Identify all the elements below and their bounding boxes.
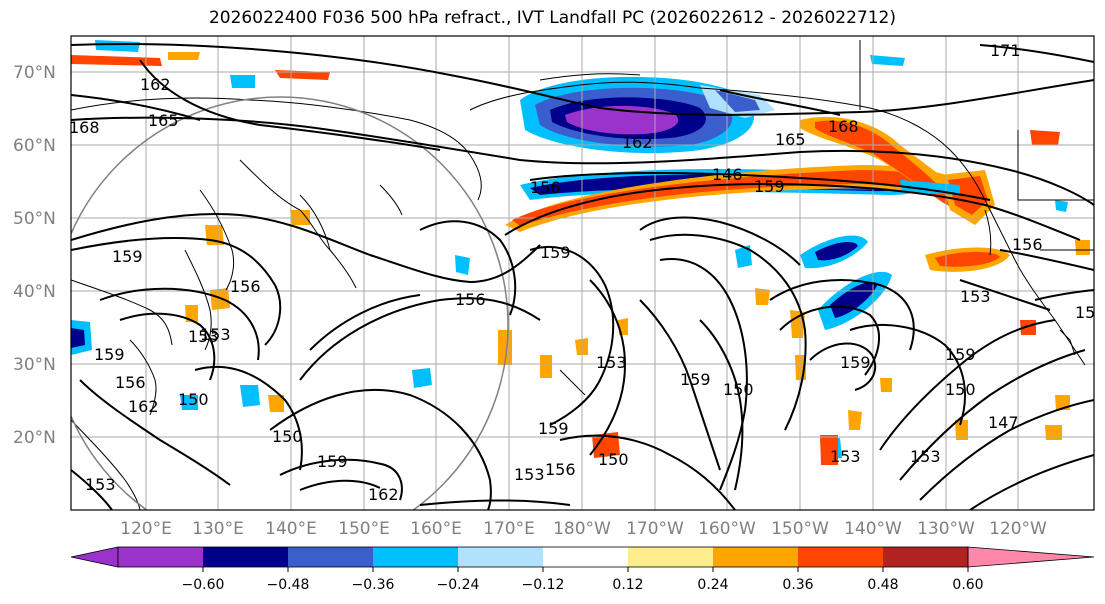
contour-label: 153 xyxy=(85,475,116,494)
colorbar-tick-label: 0.60 xyxy=(952,577,983,593)
contour-label: 146 xyxy=(712,165,743,184)
colorbar-segment xyxy=(118,547,203,567)
lon-label-180w: 180°W xyxy=(553,519,611,539)
contour-label: 150 xyxy=(723,380,754,399)
contour-label: 156 xyxy=(455,290,486,309)
colorbar-min-extension xyxy=(70,546,119,568)
lon-label-150e: 150°E xyxy=(338,519,390,539)
negative-anomaly-north-pacific xyxy=(520,76,775,154)
lon-label-170w: 170°W xyxy=(626,519,684,539)
colorbar-segment xyxy=(458,547,543,567)
latitude-labels: 70°N 60°N 50°N 40°N 30°N 20°N xyxy=(13,63,56,448)
contour-label: 153 xyxy=(200,325,231,344)
contour-label: 153 xyxy=(960,287,991,306)
colorbar: −0.60 −0.48 −0.36 −0.24 −0.12 0.12 0.24 … xyxy=(70,546,1095,593)
contour-label: 159 xyxy=(754,177,785,196)
colorbar-segment xyxy=(628,547,713,567)
colorbar-tick-labels: −0.60 −0.48 −0.36 −0.24 −0.12 0.12 0.24 … xyxy=(182,577,984,593)
contour-label: 156 xyxy=(530,178,561,197)
colorbar-segment xyxy=(543,547,628,567)
colorbar-max-extension xyxy=(967,546,1095,568)
contour-label-group: 162 168 165 171 162 165 168 146 159 156 … xyxy=(69,41,1105,504)
contour-label: 159 xyxy=(945,345,976,364)
great-circle-ring xyxy=(71,96,509,510)
lon-label-120e: 120°E xyxy=(120,519,172,539)
contour-label: 159 xyxy=(540,243,571,262)
contour-label: 168 xyxy=(828,117,859,136)
colorbar-tick-marks xyxy=(202,567,969,572)
colorbar-tick-label: −0.12 xyxy=(522,577,565,593)
contour-label: 162 xyxy=(622,133,653,152)
lat-label-30n: 30°N xyxy=(13,355,56,375)
lon-label-160e: 160°E xyxy=(410,519,462,539)
contour-label: 165 xyxy=(775,130,806,149)
contour-label: 165 xyxy=(148,111,179,130)
contour-label: 159 xyxy=(317,452,348,471)
colorbar-segment xyxy=(373,547,458,567)
lon-label-170e: 170°E xyxy=(483,519,535,539)
colorbar-tick-label: 0.12 xyxy=(612,577,643,593)
contour-label: 153 xyxy=(830,447,861,466)
contour-label: 171 xyxy=(990,41,1021,60)
contour-label: 162 xyxy=(368,485,399,504)
lon-label-120w: 120°W xyxy=(989,519,1047,539)
contour-label: 156 xyxy=(230,277,261,296)
lon-label-160w: 160°W xyxy=(698,519,756,539)
lon-label-140e: 140°E xyxy=(265,519,317,539)
colorbar-tick-label: 0.24 xyxy=(697,577,728,593)
colorbar-tick-label: 0.36 xyxy=(782,577,813,593)
contour-label: 150 xyxy=(598,450,629,469)
colorbar-segment xyxy=(883,547,968,567)
lat-label-60n: 60°N xyxy=(13,136,56,156)
contour-label: 156 xyxy=(115,373,146,392)
contour-label: 150 xyxy=(178,390,209,409)
contour-label: 159 xyxy=(1075,303,1105,322)
colorbar-segment xyxy=(203,547,288,567)
lat-label-70n: 70°N xyxy=(13,63,56,83)
contour-label: 159 xyxy=(112,247,143,266)
contour-label: 159 xyxy=(680,370,711,389)
longitude-labels: 120°E 130°E 140°E 150°E 160°E 170°E 180°… xyxy=(120,519,1047,539)
contour-label: 150 xyxy=(945,380,976,399)
contour-label: 159 xyxy=(538,419,569,438)
map-title: 2026022400 F036 500 hPa refract., IVT La… xyxy=(208,8,896,28)
map-area: 162 168 165 171 162 165 168 146 159 156 … xyxy=(69,36,1105,510)
lon-label-140w: 140°W xyxy=(844,519,902,539)
contour-label: 153 xyxy=(188,327,219,346)
contour-label: 156 xyxy=(545,460,576,479)
lat-label-50n: 50°N xyxy=(13,209,56,229)
colorbar-tick-label: −0.48 xyxy=(267,577,310,593)
contour-label: 162 xyxy=(128,397,159,416)
lon-label-130e: 130°E xyxy=(192,519,244,539)
colorbar-segment xyxy=(798,547,883,567)
contour-label: 153 xyxy=(910,447,941,466)
colorbar-tick-label: −0.24 xyxy=(437,577,480,593)
contour-label: 147 xyxy=(988,413,1019,432)
contour-label: 159 xyxy=(94,345,125,364)
contour-label: 162 xyxy=(140,75,171,94)
lat-lon-grid xyxy=(71,36,1094,510)
colorbar-tick-label: −0.36 xyxy=(352,577,395,593)
colorbar-tick-label: 0.48 xyxy=(867,577,898,593)
height-contours xyxy=(71,43,1094,510)
lat-label-20n: 20°N xyxy=(13,428,56,448)
contour-label: 156 xyxy=(1012,235,1043,254)
colorbar-segment xyxy=(288,547,373,567)
contour-label: 168 xyxy=(69,118,100,137)
lon-label-150w: 150°W xyxy=(771,519,829,539)
lat-label-40n: 40°N xyxy=(13,282,56,302)
colorbar-tick-label: −0.60 xyxy=(182,577,225,593)
colorbar-segment xyxy=(713,547,798,567)
map-frame xyxy=(70,35,1095,511)
lon-label-130w: 130°W xyxy=(917,519,975,539)
contour-label: 153 xyxy=(596,353,627,372)
contour-label: 150 xyxy=(272,427,303,446)
contour-label: 159 xyxy=(840,353,871,372)
contour-label: 153 xyxy=(514,465,545,484)
